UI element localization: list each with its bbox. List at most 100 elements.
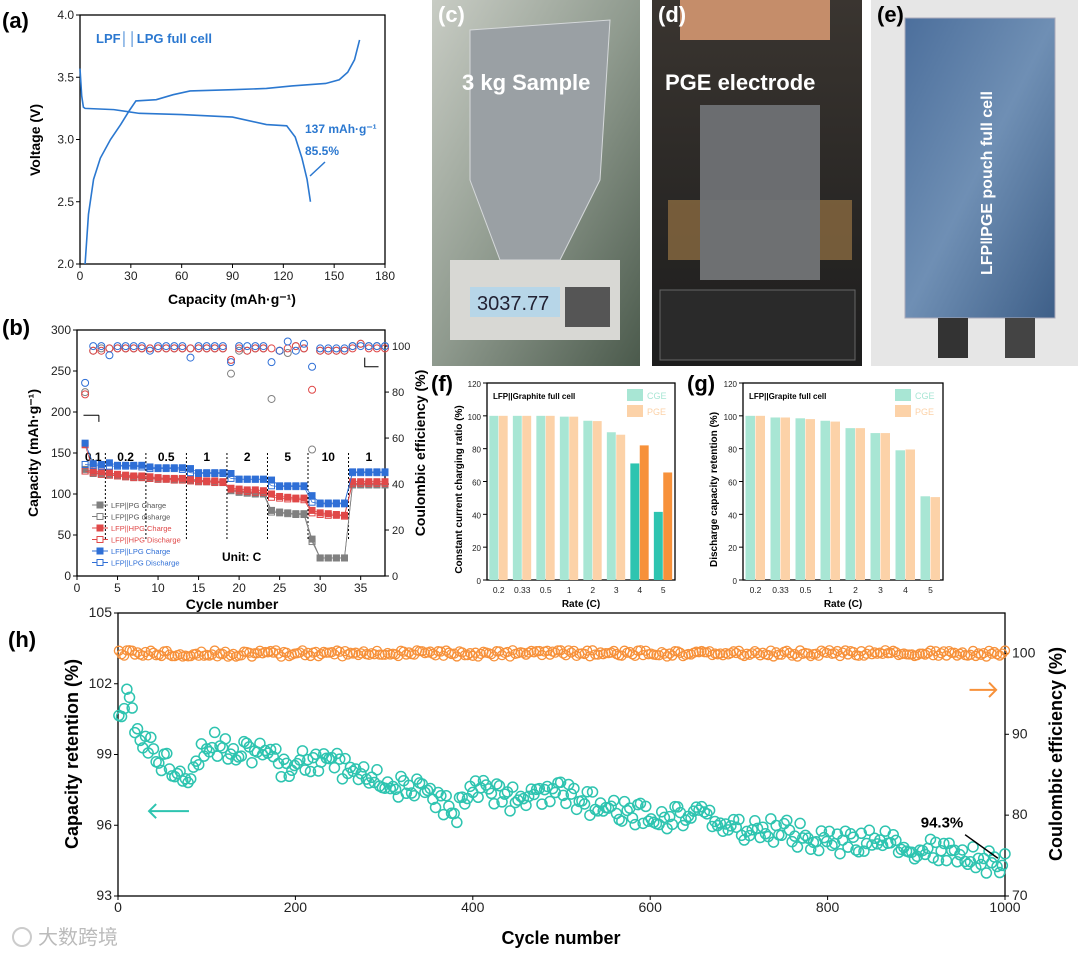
- ce-point: [350, 647, 361, 658]
- capacity-point: [429, 801, 442, 814]
- capacity-point: [192, 758, 205, 771]
- data-point: [219, 470, 227, 477]
- x-tick-label: 30: [313, 581, 327, 595]
- capacity-point: [890, 834, 902, 847]
- ce-point: [978, 647, 989, 659]
- ce-point: [890, 646, 902, 658]
- chart-note: LFP||Grapite full cell: [749, 392, 826, 401]
- capacity-point: [177, 775, 189, 787]
- x-tick-label: 60: [175, 269, 189, 283]
- ce-point: [297, 645, 308, 656]
- data-point: [130, 462, 138, 470]
- capacity-point: [496, 796, 508, 808]
- annotation-percent: 85.5%: [305, 144, 339, 158]
- cell-tab: [938, 318, 968, 358]
- ce-point: [235, 342, 244, 351]
- x-tick-label: 0.2: [750, 585, 762, 595]
- capacity-point: [956, 844, 969, 856]
- x-tick-label: 0: [77, 269, 84, 283]
- ce-point: [707, 649, 718, 661]
- capacity-point: [671, 801, 684, 813]
- ce-point: [653, 650, 665, 661]
- ce-point: [281, 647, 292, 658]
- x-axis-label: Cycle number: [186, 596, 279, 612]
- ce-point: [332, 346, 341, 355]
- capacity-point: [200, 743, 213, 755]
- ce-point: [246, 651, 258, 662]
- capacity-point: [581, 786, 593, 798]
- ce-point: [816, 645, 827, 656]
- ce-point: [227, 369, 235, 378]
- x-tick-label: 150: [324, 269, 344, 283]
- ce-point: [744, 649, 755, 660]
- capacity-point: [153, 757, 165, 769]
- data-point: [203, 470, 211, 477]
- ce-point: [326, 646, 337, 658]
- data-point: [138, 474, 146, 482]
- ce-point: [584, 651, 596, 662]
- ce-point: [824, 645, 835, 656]
- ce-point: [81, 390, 90, 399]
- data-point: [162, 465, 170, 473]
- y-tick-label: 40: [728, 511, 737, 520]
- capacity-point: [908, 852, 921, 865]
- right-axis-arrow: [364, 357, 379, 368]
- data-point: [300, 496, 308, 504]
- data-point: [170, 476, 178, 484]
- y-tick-label: 0: [477, 577, 482, 586]
- ce-point: [629, 650, 641, 661]
- ce-point: [438, 650, 449, 661]
- capacity-point: [115, 710, 128, 723]
- legend-marker: [96, 524, 104, 532]
- bar-CGE: [820, 420, 830, 580]
- panel-label: (g): [687, 371, 715, 396]
- ce-point: [270, 645, 282, 656]
- capacity-point: [389, 783, 402, 796]
- ce-point: [267, 358, 276, 367]
- ce-point: [105, 344, 114, 353]
- series-line: [85, 464, 385, 505]
- x-tick-label: 3: [614, 585, 619, 595]
- photo-sample-bag: 3037.77 (c) 3 kg Sample: [432, 0, 640, 366]
- x-tick-label: 0: [74, 581, 81, 595]
- capacity-point: [975, 858, 987, 871]
- capacity-point: [605, 800, 617, 813]
- ce-point: [943, 646, 955, 657]
- data-point: [235, 475, 243, 483]
- capacity-point: [629, 818, 641, 831]
- capacity-point: [334, 753, 346, 765]
- data-point: [268, 476, 276, 484]
- y-tick-label: 3.0: [57, 133, 74, 147]
- bar-CGE: [583, 420, 593, 580]
- y-right-axis-label: Coulombic efficiency (%): [412, 370, 428, 536]
- ce-point: [89, 346, 98, 355]
- ce-point: [425, 646, 436, 657]
- capacity-point: [451, 816, 463, 829]
- capacity-point: [767, 836, 780, 848]
- capacity-point: [775, 829, 788, 842]
- capacity-point: [839, 825, 852, 837]
- ce-point: [922, 647, 933, 659]
- right-axis-arrow: [969, 681, 998, 698]
- ce-point: [342, 649, 353, 660]
- capacity-point: [379, 782, 391, 794]
- data-point: [81, 460, 89, 468]
- data-point: [146, 474, 154, 482]
- capacity-point: [121, 683, 133, 695]
- ce-point: [981, 651, 992, 662]
- data-point: [114, 462, 122, 470]
- capacity-point: [823, 825, 836, 838]
- ce-point: [315, 648, 327, 660]
- ce-point: [369, 649, 380, 660]
- ce-point: [880, 645, 891, 656]
- x-tick-label: 1000: [989, 899, 1020, 915]
- capacity-point: [514, 790, 527, 803]
- bar-CGE: [920, 496, 930, 580]
- ce-point: [377, 649, 388, 660]
- ce-point: [252, 648, 263, 659]
- x-tick-label: 0.5: [540, 585, 552, 595]
- capacity-point: [371, 764, 383, 776]
- ce-point: [566, 647, 577, 658]
- data-point: [81, 467, 89, 475]
- ce-point: [291, 346, 300, 355]
